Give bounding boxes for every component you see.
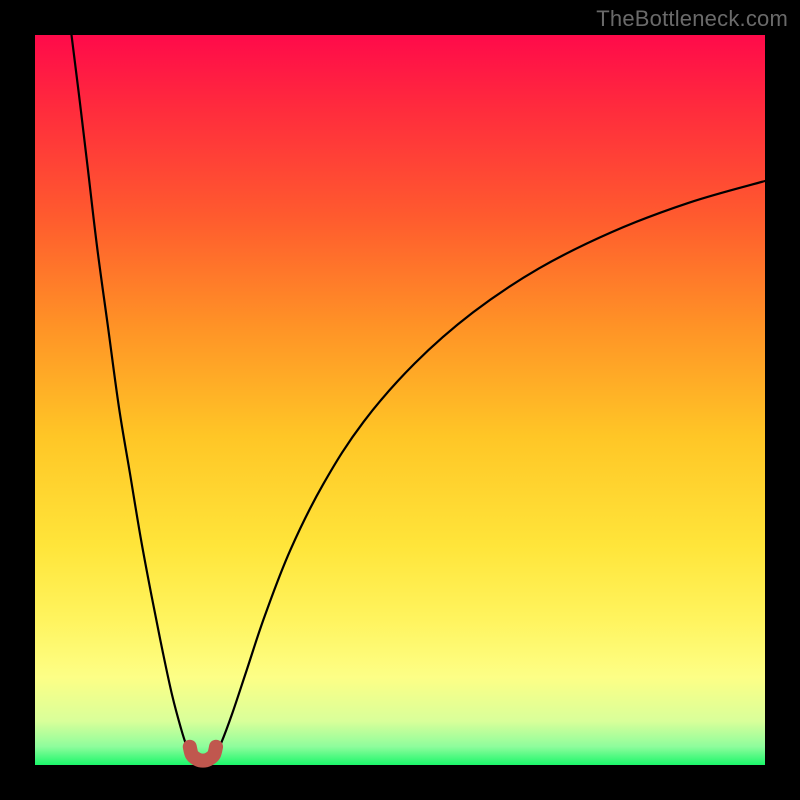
chart-container: TheBottleneck.com [0,0,800,800]
chart-svg [0,0,800,800]
watermark-text: TheBottleneck.com [596,6,788,32]
plot-background [35,35,765,765]
